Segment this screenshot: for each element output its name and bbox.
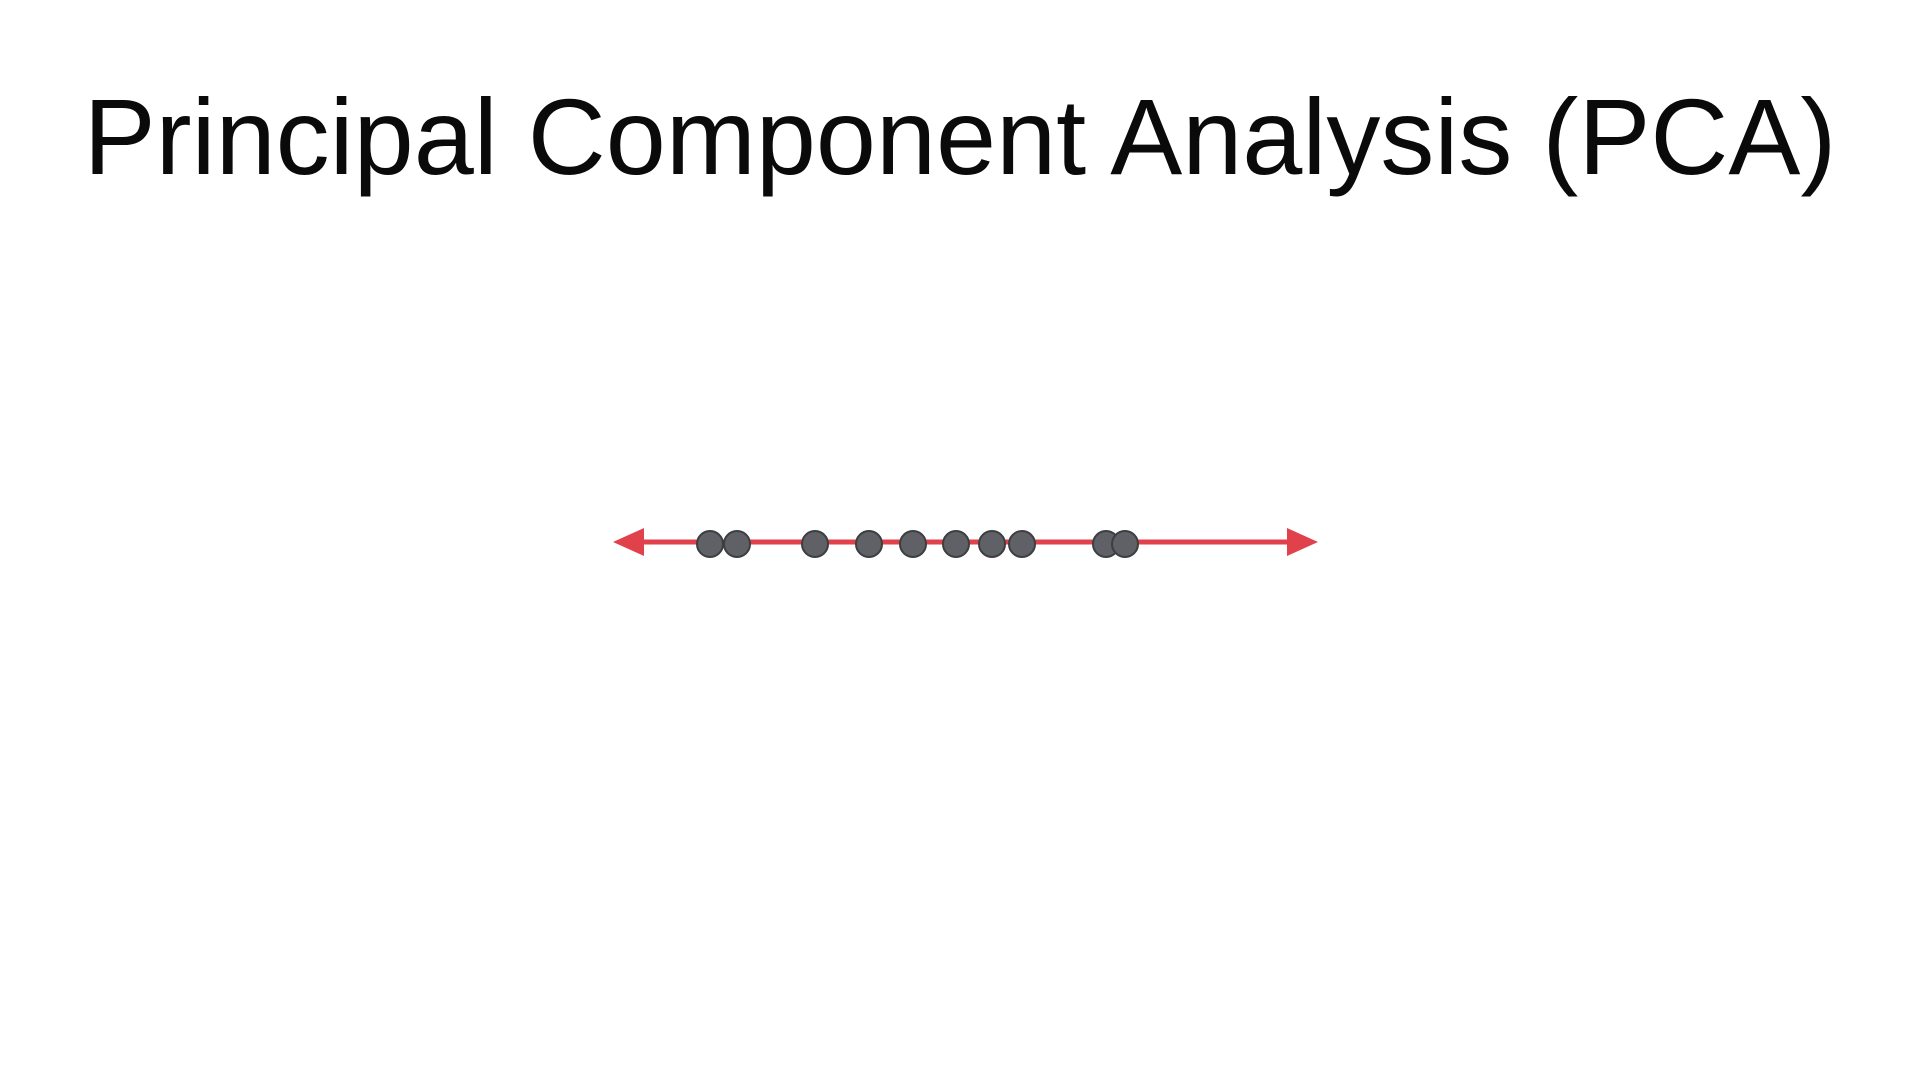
data-point: [855, 530, 883, 558]
data-point: [978, 530, 1006, 558]
projected-points: [696, 530, 1139, 558]
data-point: [1111, 530, 1139, 558]
data-point: [899, 530, 927, 558]
slide-title: Principal Component Analysis (PCA): [83, 76, 1837, 197]
axis-arrow-right-icon: [1287, 528, 1318, 556]
data-point: [1008, 530, 1036, 558]
data-point: [723, 530, 751, 558]
data-point: [801, 530, 829, 558]
data-point: [696, 530, 724, 558]
data-point: [942, 530, 970, 558]
axis-arrow-left-icon: [613, 528, 644, 556]
